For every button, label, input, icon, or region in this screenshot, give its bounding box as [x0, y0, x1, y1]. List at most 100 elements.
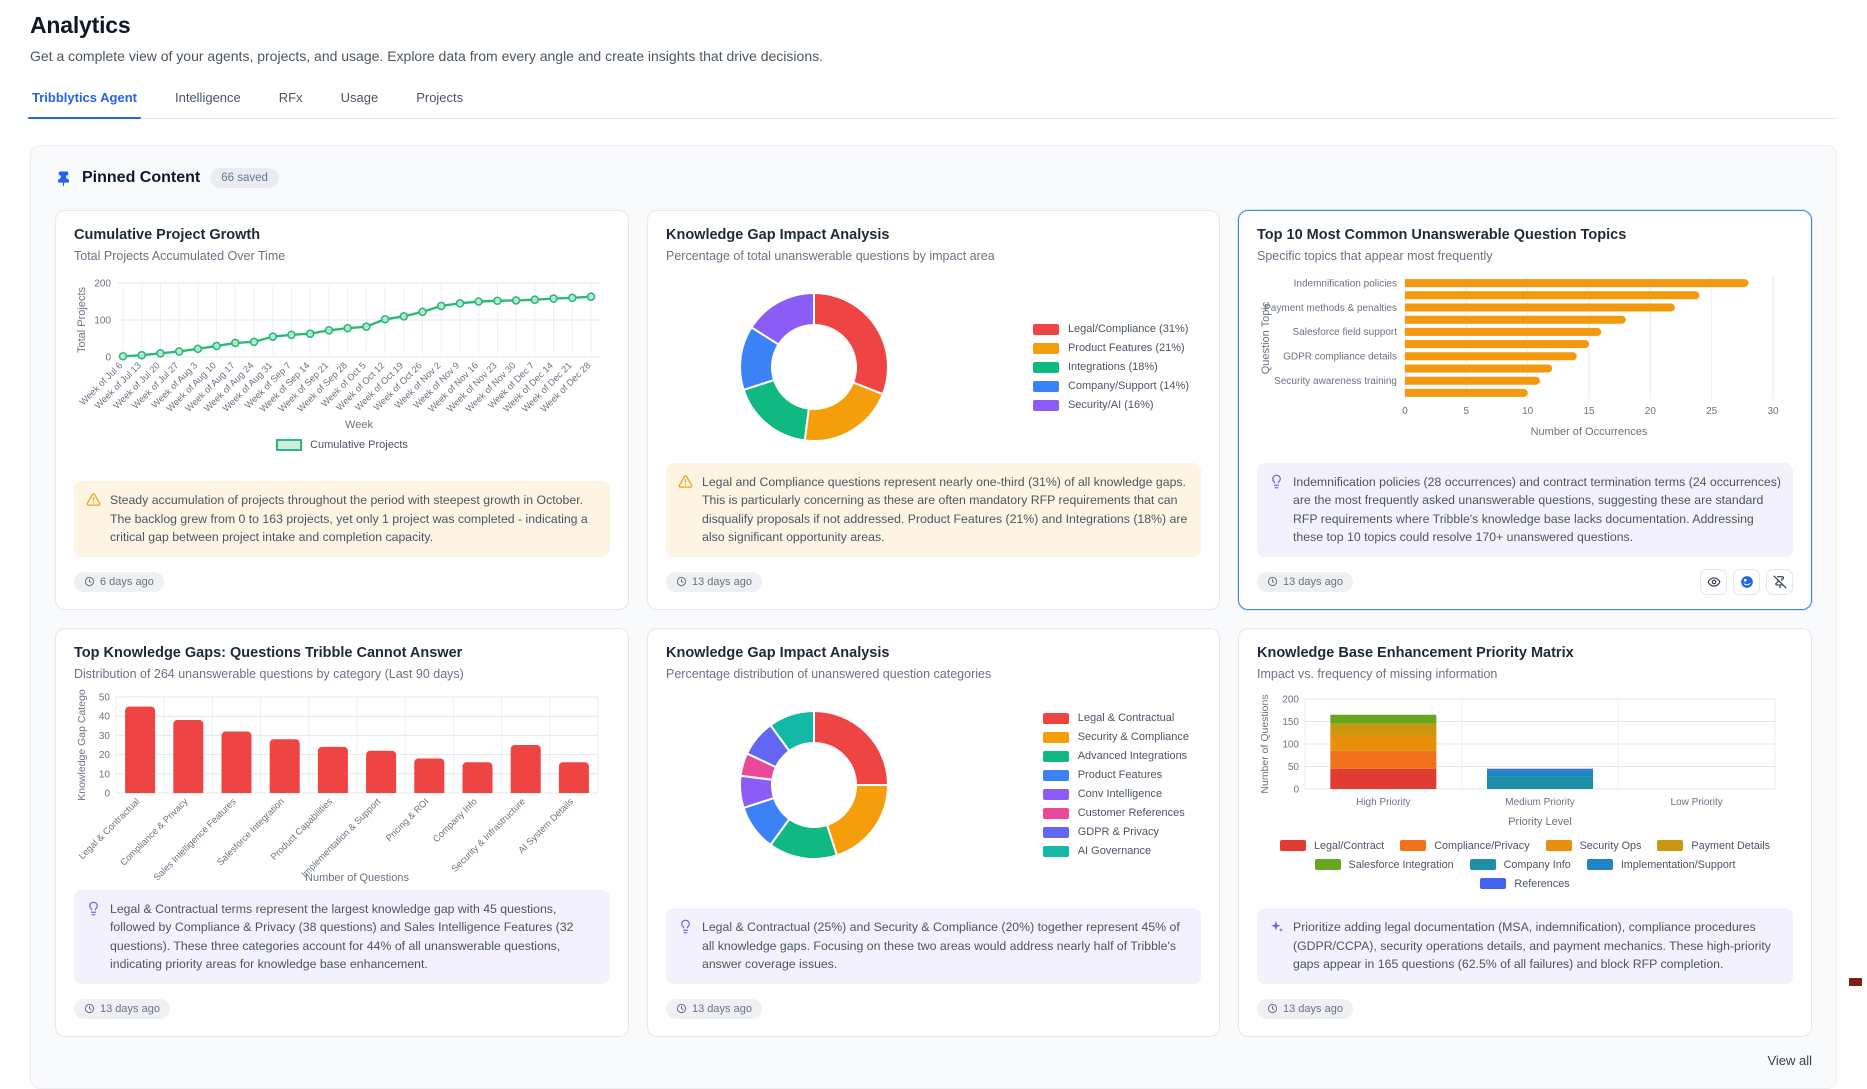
- svg-text:Company Info: Company Info: [431, 796, 479, 844]
- page-subtitle: Get a complete view of your agents, proj…: [30, 48, 823, 64]
- svg-text:Payment methods & penalties: Payment methods & penalties: [1264, 303, 1397, 314]
- svg-text:5: 5: [1464, 406, 1470, 417]
- svg-text:Medium Priority: Medium Priority: [1505, 797, 1574, 808]
- card-cumulative-project-growth[interactable]: Cumulative Project Growth Total Projects…: [55, 210, 629, 610]
- legend-item: Customer References: [1042, 807, 1189, 820]
- card-knowledge-gap-impact-analysis[interactable]: Knowledge Gap Impact Analysis Percentage…: [647, 210, 1220, 610]
- legend-item: Payment Details: [1657, 840, 1770, 852]
- card-meta: 13 days ago: [1257, 568, 1793, 595]
- tab-tribblytics-agent[interactable]: Tribblytics Agent: [28, 86, 141, 119]
- pinned-content-header: Pinned Content 66 saved: [55, 168, 1812, 188]
- warning-triangle-icon: [86, 492, 101, 512]
- legend-swatch: [1042, 750, 1069, 762]
- legend-swatch: [1032, 399, 1059, 411]
- insight-box: Indemnification policies (28 occurrences…: [1257, 463, 1793, 557]
- tab-projects[interactable]: Projects: [416, 90, 464, 105]
- insight-text: Legal & Contractual (25%) and Security &…: [702, 920, 1180, 972]
- card-subtitle: Total Projects Accumulated Over Time: [74, 249, 286, 263]
- timestamp-badge: 13 days ago: [74, 998, 170, 1019]
- legend-swatch: [1480, 878, 1507, 890]
- insight-box: Steady accumulation of projects througho…: [74, 481, 610, 557]
- pinned-cards-grid: Cumulative Project Growth Total Projects…: [55, 210, 1812, 1037]
- lightbulb-icon: [1269, 474, 1284, 494]
- legend-swatch: [1042, 769, 1069, 781]
- legend-label: Customer References: [1077, 807, 1185, 820]
- svg-text:Total Projects: Total Projects: [76, 286, 88, 353]
- legend-item: AI Governance: [1042, 845, 1189, 858]
- legend-swatch: [1032, 361, 1059, 373]
- svg-text:25: 25: [1706, 406, 1718, 417]
- legend-item: Legal/Contract: [1279, 839, 1385, 852]
- tab-usage[interactable]: Usage: [340, 90, 379, 105]
- lightbulb-icon: [86, 901, 101, 921]
- legend-swatch: [1032, 380, 1059, 392]
- pin-icon: [55, 170, 72, 187]
- legend-label: AI Governance: [1077, 845, 1152, 858]
- legend-label: Company Info: [1503, 858, 1571, 871]
- svg-text:0: 0: [105, 353, 111, 364]
- svg-text:Implementation & Support: Implementation & Support: [299, 796, 382, 879]
- svg-text:Low Priority: Low Priority: [1671, 797, 1723, 808]
- svg-text:20: 20: [99, 750, 111, 761]
- clock-icon: [676, 1003, 687, 1014]
- legend-item: Implementation/Support: [1586, 858, 1736, 871]
- svg-text:Salesforce field support: Salesforce field support: [1292, 327, 1397, 338]
- legend-swatch: [1042, 845, 1069, 857]
- tab-intelligence[interactable]: Intelligence: [174, 90, 241, 105]
- timestamp-badge: 13 days ago: [666, 571, 762, 592]
- legend-label: Company/Support (14%): [1067, 380, 1189, 392]
- legend-swatch: [1042, 712, 1069, 724]
- legend-item: Company/Support (14%): [1032, 380, 1189, 392]
- legend-swatch: [276, 439, 303, 451]
- view-button[interactable]: [1700, 568, 1727, 595]
- svg-text:Pricing & ROI: Pricing & ROI: [384, 796, 431, 843]
- svg-text:0: 0: [104, 788, 110, 799]
- card-subtitle: Impact vs. frequency of missing informat…: [1257, 666, 1498, 681]
- legend-item: Advanced Integrations: [1042, 750, 1189, 762]
- card-top-knowledge-gaps[interactable]: Top Knowledge Gaps: Questions Tribble Ca…: [55, 627, 629, 1037]
- view-all-button[interactable]: View all: [1767, 1052, 1812, 1068]
- donut-chart: Legal/Compliance (31%) Product Features (…: [666, 271, 1201, 463]
- timestamp-badge: 6 days ago: [74, 571, 164, 592]
- clock-icon: [84, 577, 95, 587]
- svg-text:Sales Intelligence Features: Sales Intelligence Features: [152, 796, 239, 883]
- chart-legend: Cumulative Projects: [74, 439, 610, 451]
- svg-text:100: 100: [94, 316, 111, 327]
- legend-item: Company Info: [1469, 858, 1571, 871]
- tribble-logo-button[interactable]: [1733, 568, 1760, 595]
- card-meta: 13 days ago: [666, 569, 1201, 595]
- legend-label: References: [1514, 877, 1570, 890]
- donut-chart: Legal & Contractual Security & Compliance…: [666, 689, 1201, 881]
- horizontal-bar-chart: 0 5 10 15 20 25 30 Indemnification policies Paym…: [1257, 271, 1793, 444]
- chart-legend: Legal/Compliance (31%) Product Features (…: [1032, 323, 1195, 411]
- insight-text: Steady accumulation of projects througho…: [110, 493, 588, 545]
- insight-text: Indemnification policies (28 occurrences…: [1293, 475, 1781, 545]
- legend-label: Implementation/Support: [1620, 858, 1736, 871]
- unpin-button[interactable]: [1766, 568, 1793, 595]
- legend-swatch: [1042, 731, 1069, 743]
- svg-text:Week: Week: [345, 419, 373, 431]
- card-knowledge-gap-impact-analysis-2[interactable]: Knowledge Gap Impact Analysis Percentage…: [647, 627, 1220, 1037]
- legend-label: Legal/Contract: [1313, 839, 1385, 852]
- svg-text:15: 15: [1583, 406, 1595, 417]
- legend-item: Conv Intelligence: [1042, 788, 1189, 800]
- svg-text:200: 200: [94, 279, 111, 290]
- view-all-row: View all: [55, 1053, 1812, 1068]
- card-enhancement-priority-matrix[interactable]: Knowledge Base Enhancement Priority Matr…: [1238, 627, 1812, 1037]
- legend-label: Payment Details: [1691, 839, 1771, 852]
- svg-text:20: 20: [1645, 406, 1657, 417]
- clock-icon: [676, 577, 687, 587]
- tab-rfx[interactable]: RFx: [278, 90, 303, 105]
- insight-box: Prioritize adding legal documentation (M…: [1257, 908, 1793, 984]
- card-top-10-unanswerable-topics[interactable]: Top 10 Most Common Unanswerable Question…: [1238, 210, 1812, 610]
- legend-label: Compliance/Privacy: [1434, 839, 1530, 852]
- legend-item: Integrations (18%): [1032, 361, 1189, 373]
- svg-text:Number of Questions: Number of Questions: [305, 872, 409, 884]
- legend-swatch: [1042, 788, 1069, 800]
- legend-swatch: [1042, 826, 1069, 838]
- legend-swatch: [1657, 840, 1684, 852]
- legend-item: Legal & Contractual: [1042, 712, 1189, 724]
- legend-swatch: [1042, 807, 1069, 819]
- svg-text:High Priority: High Priority: [1356, 797, 1410, 808]
- legend-label: Cumulative Projects: [310, 439, 408, 451]
